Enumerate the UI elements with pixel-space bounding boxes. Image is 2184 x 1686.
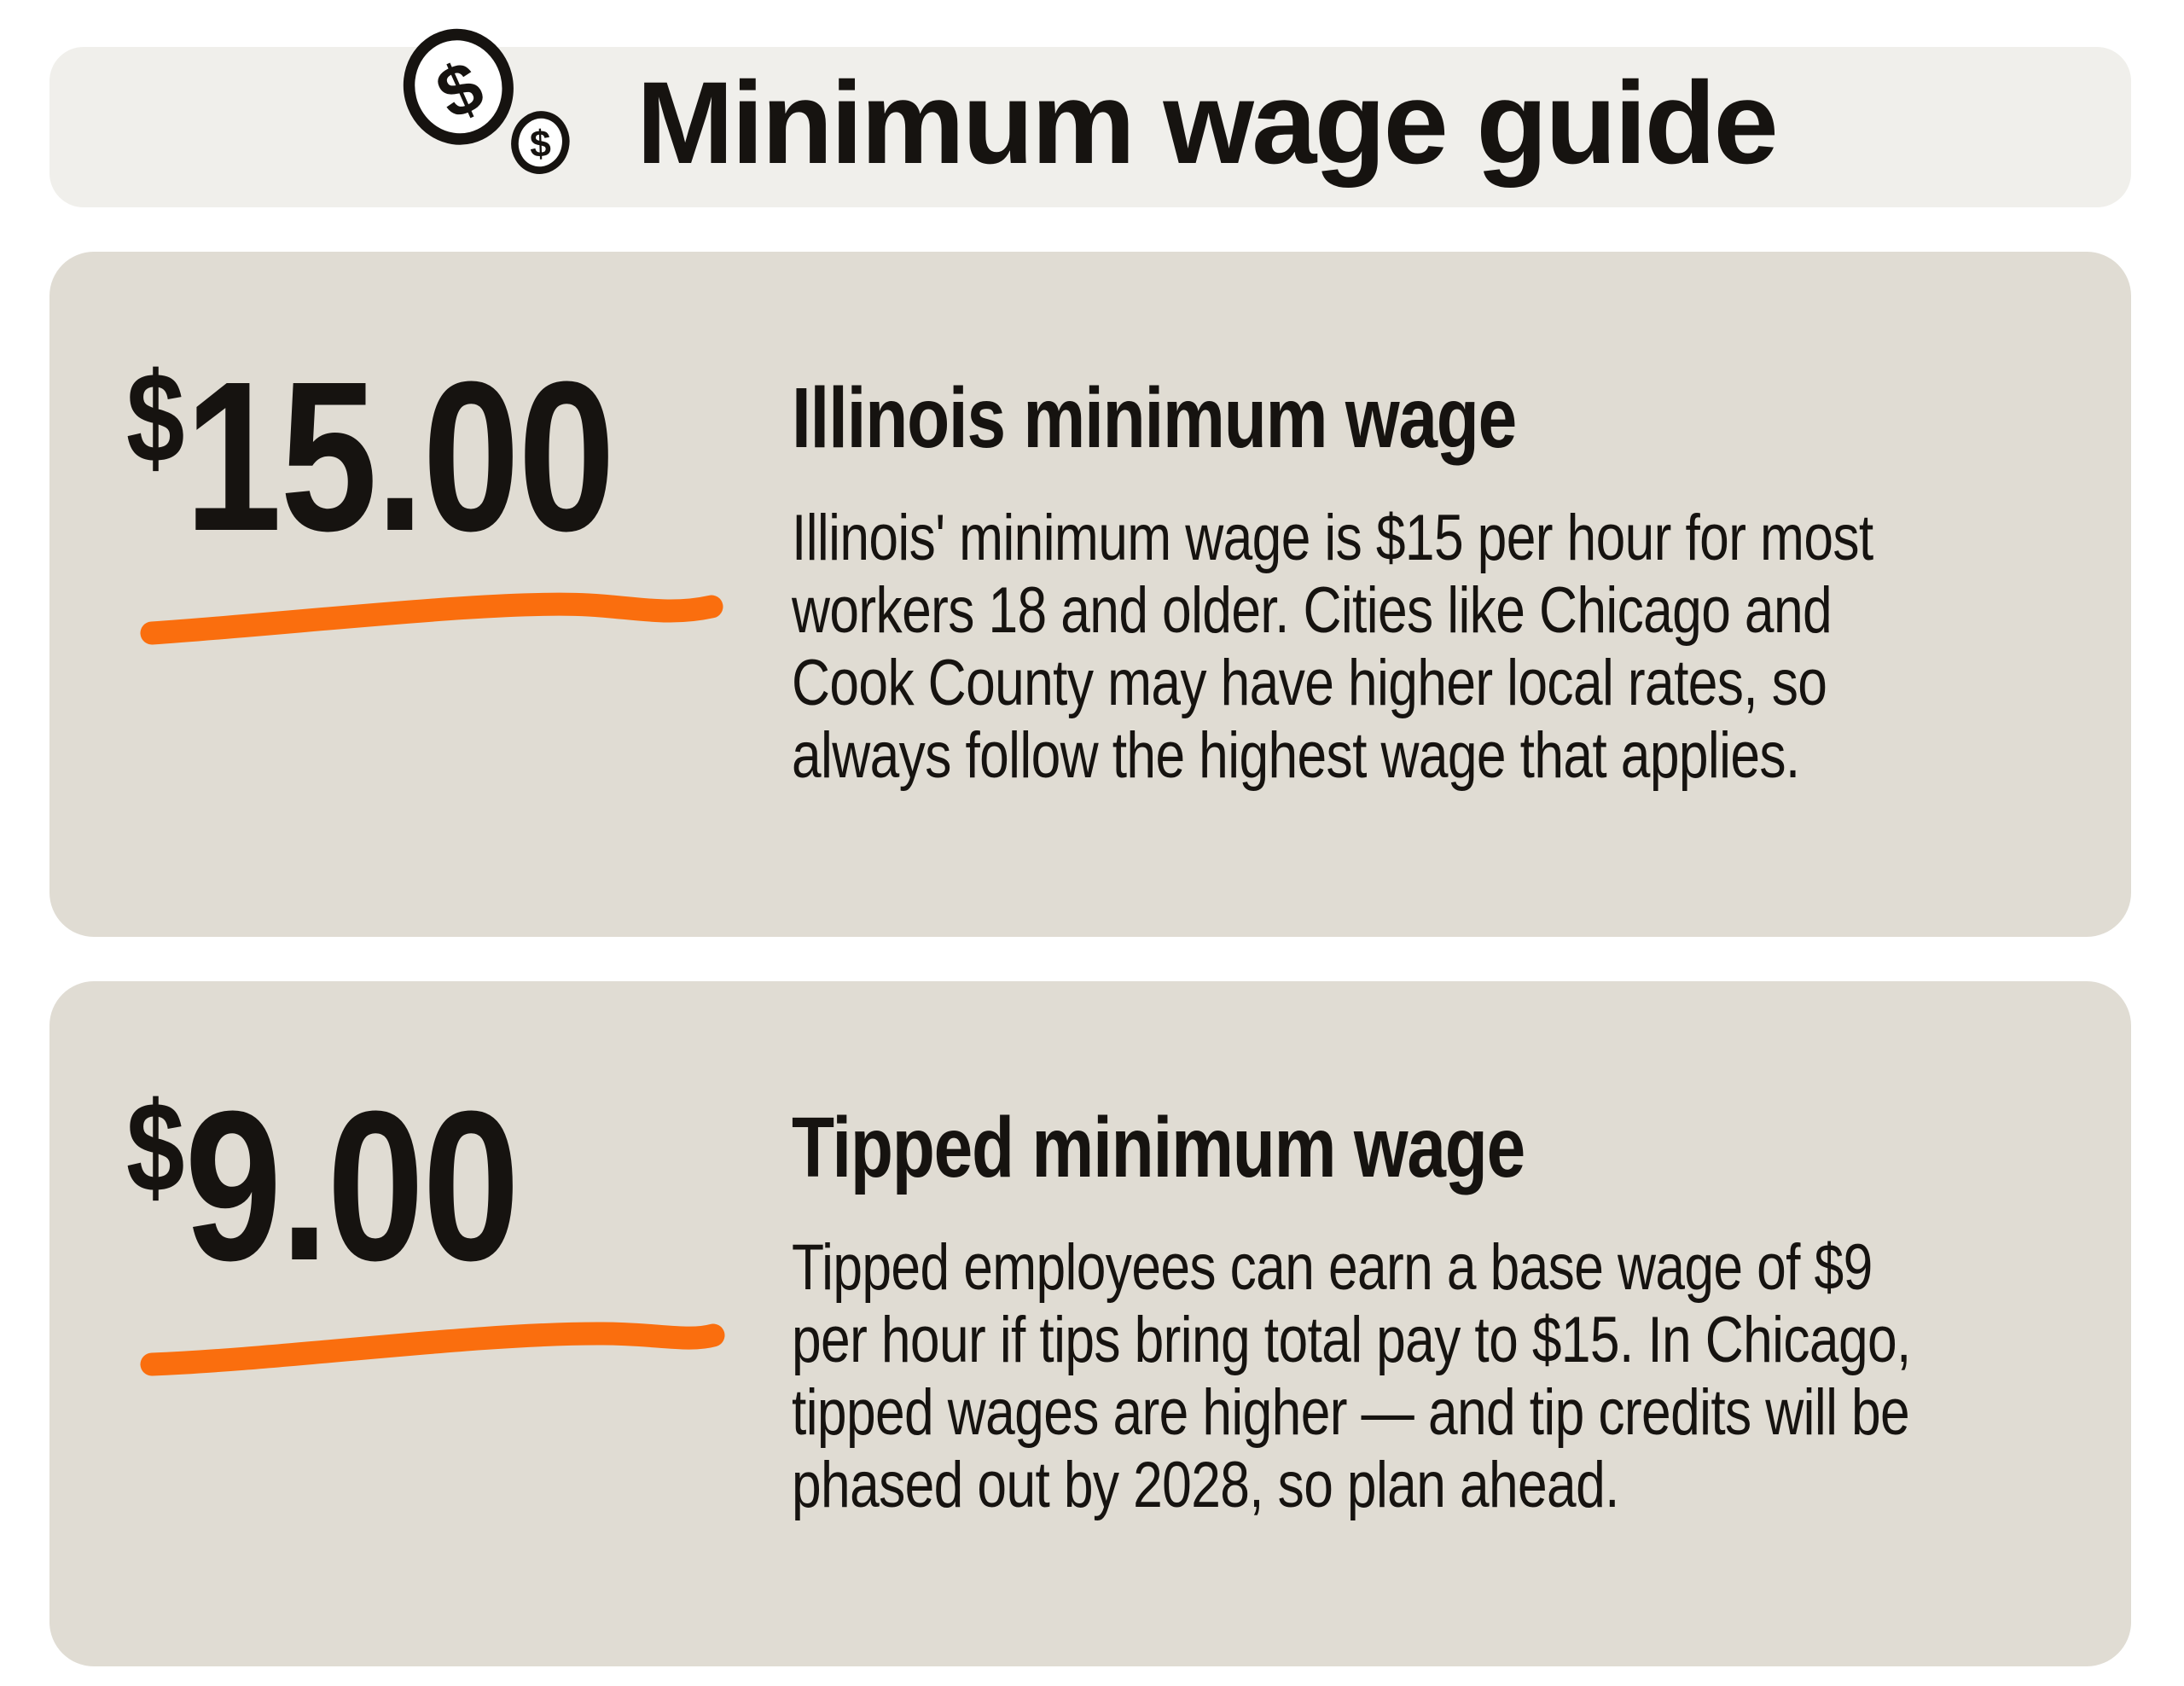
amount-value: 9.00 xyxy=(184,1067,520,1305)
header-bar: $ $ Minimum wage guide xyxy=(49,28,2131,207)
orange-underline xyxy=(140,592,723,645)
card-info: Illinois minimum wage Illinois' minimum … xyxy=(792,341,2080,792)
card-body: Tipped employees can earn a base wage of… xyxy=(792,1231,1911,1521)
amount-value: 15.00 xyxy=(184,337,615,575)
price-amount: $15.00 xyxy=(126,350,672,563)
svg-text:$: $ xyxy=(529,123,551,166)
card-tipped-minimum-wage: $9.00 Tipped minimum wage Tipped employe… xyxy=(49,981,2131,1666)
card-info: Tipped minimum wage Tipped employees can… xyxy=(792,1071,2080,1521)
small-coin: $ xyxy=(511,111,570,174)
currency-symbol: $ xyxy=(126,346,185,489)
large-coin: $ xyxy=(403,28,514,145)
card-heading: Illinois minimum wage xyxy=(792,370,1517,466)
card-illinois-minimum-wage: $15.00 Illinois minimum wage Illinois' m… xyxy=(49,252,2131,937)
card-heading: Tipped minimum wage xyxy=(792,1100,1525,1195)
currency-symbol: $ xyxy=(126,1075,185,1218)
orange-underline xyxy=(140,1322,725,1376)
price-amount: $9.00 xyxy=(126,1079,672,1293)
coins-icon: $ $ xyxy=(403,28,570,174)
card-body: Illinois' minimum wage is $15 per hour f… xyxy=(792,502,1873,792)
price-block: $15.00 xyxy=(126,341,792,792)
underline-stroke xyxy=(140,592,723,645)
page-title: Minimum wage guide xyxy=(636,57,1779,189)
price-block: $9.00 xyxy=(126,1071,792,1521)
underline-stroke xyxy=(140,1322,725,1376)
